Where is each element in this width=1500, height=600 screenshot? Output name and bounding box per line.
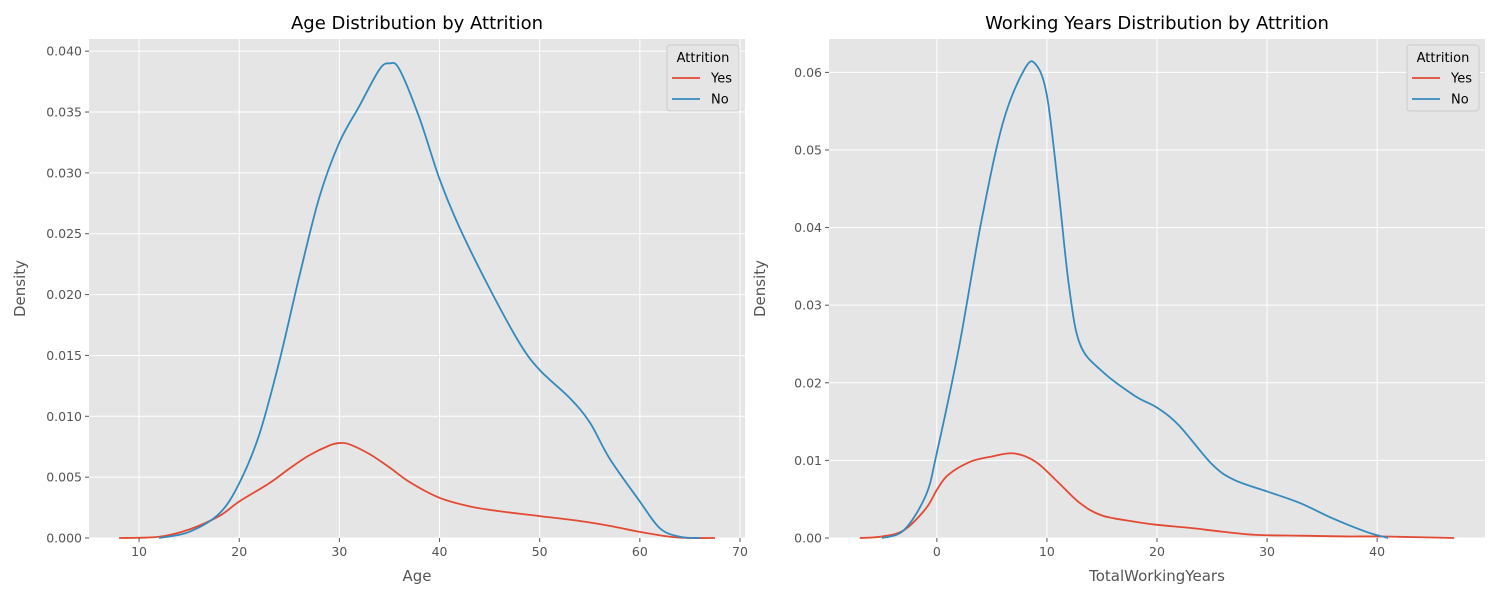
age-x-tick-label: 30 — [331, 544, 347, 559]
age-y-tick-label: 0.030 — [46, 165, 82, 180]
age-x-tick-label: 70 — [732, 544, 748, 559]
working-years-series-no-line — [881, 60, 1389, 539]
age-y-tick-label: 0.035 — [46, 105, 82, 120]
working-years-legend: Attrition Yes No — [1406, 44, 1480, 112]
age-y-tick-label: 0.040 — [46, 44, 82, 59]
working-years-x-tick-label: 0 — [933, 544, 941, 559]
working-years-legend-yes-label: Yes — [1450, 72, 1472, 87]
working-years-y-tick-label: 0.05 — [794, 142, 822, 157]
working-years-y-tick-label: 0.04 — [794, 220, 822, 235]
working-years-y-tick-label: 0.06 — [794, 65, 822, 80]
age-series-lines — [119, 61, 715, 539]
age-x-tick-label: 10 — [131, 544, 147, 559]
working-years-chart-title: Working Years Distribution by Attrition — [985, 13, 1329, 34]
working-years-y-axis-label: Density — [751, 260, 769, 317]
working-years-x-axis-label: TotalWorkingYears — [1088, 567, 1225, 585]
working-years-x-tick-label: 20 — [1149, 544, 1165, 559]
working-years-legend-box — [1406, 44, 1480, 112]
age-y-tick-label: 0.005 — [46, 470, 82, 485]
age-y-tick-label: 0.000 — [46, 531, 82, 546]
age-legend-title: Attrition — [677, 51, 730, 66]
age-series-no-line — [158, 61, 700, 539]
age-legend-yes-label: Yes — [710, 72, 732, 87]
working-years-x-tick-label: 30 — [1259, 544, 1275, 559]
age-y-axis-label: Density — [11, 260, 29, 317]
age-chart: 10 20 30 40 50 60 70 0.000 0.005 0.010 0.015 0.020 0… — [11, 13, 748, 585]
age-chart-title: Age Distribution by Attrition — [291, 13, 543, 34]
working-years-x-tick-label: 40 — [1369, 544, 1385, 559]
working-years-chart: 0 10 20 30 40 0.00 0.01 0.02 0.03 0.04 0.05 0.06 Wo… — [751, 13, 1485, 585]
working-years-series-yes-line — [859, 452, 1455, 539]
age-legend-box — [666, 44, 740, 112]
age-legend: Attrition Yes No — [666, 44, 740, 112]
working-years-legend-no-label: No — [1451, 93, 1469, 108]
age-y-tick-label: 0.010 — [46, 409, 82, 424]
age-tick-labels: 10 20 30 40 50 60 70 0.000 0.005 0.010 0.015 0.020 0… — [46, 44, 748, 559]
working-years-legend-title: Attrition — [1417, 51, 1470, 66]
age-x-tick-label: 40 — [432, 544, 448, 559]
age-y-tick-label: 0.020 — [46, 287, 82, 302]
working-years-y-tick-label: 0.01 — [794, 453, 822, 468]
working-years-series-lines — [859, 60, 1455, 539]
age-x-tick-label: 60 — [632, 544, 648, 559]
age-legend-no-label: No — [711, 93, 729, 108]
working-years-x-tick-label: 10 — [1039, 544, 1055, 559]
age-x-axis-label: Age — [402, 567, 431, 585]
working-years-y-tick-label: 0.02 — [794, 375, 822, 390]
working-years-y-tick-label: 0.00 — [794, 531, 822, 546]
working-years-tick-labels: 0 10 20 30 40 0.00 0.01 0.02 0.03 0.04 0.05 0.06 — [794, 65, 1385, 559]
age-y-tick-label: 0.015 — [46, 348, 82, 363]
age-x-tick-label: 20 — [231, 544, 247, 559]
working-years-y-tick-label: 0.03 — [794, 298, 822, 313]
age-series-yes-line — [119, 441, 715, 539]
age-plot-background — [89, 39, 745, 538]
age-y-tick-label: 0.025 — [46, 226, 82, 241]
age-x-tick-label: 50 — [532, 544, 548, 559]
